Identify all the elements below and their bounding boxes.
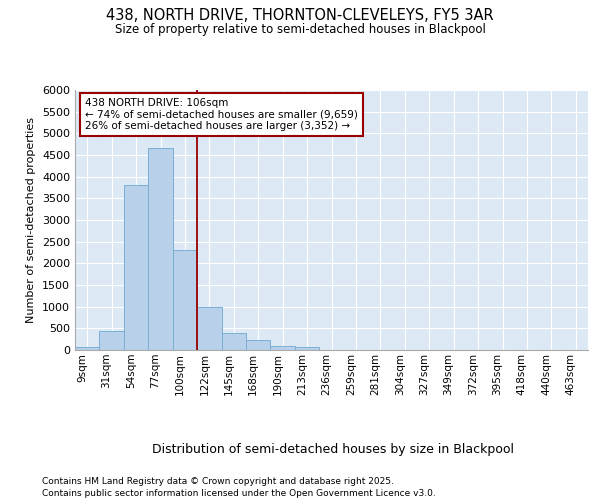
Text: Size of property relative to semi-detached houses in Blackpool: Size of property relative to semi-detach… [115, 22, 485, 36]
Bar [173, 250, 197, 350]
Y-axis label: Number of semi-detached properties: Number of semi-detached properties [26, 117, 37, 323]
Text: 438, NORTH DRIVE, THORNTON-CLEVELEYS, FY5 3AR: 438, NORTH DRIVE, THORNTON-CLEVELEYS, FY… [106, 8, 494, 22]
Bar [75, 347, 100, 350]
Text: Contains public sector information licensed under the Open Government Licence v3: Contains public sector information licen… [42, 489, 436, 498]
Text: Contains HM Land Registry data © Crown copyright and database right 2025.: Contains HM Land Registry data © Crown c… [42, 478, 394, 486]
Text: Distribution of semi-detached houses by size in Blackpool: Distribution of semi-detached houses by … [152, 442, 514, 456]
Bar [295, 347, 319, 350]
Text: 438 NORTH DRIVE: 106sqm
← 74% of semi-detached houses are smaller (9,659)
26% of: 438 NORTH DRIVE: 106sqm ← 74% of semi-de… [85, 98, 358, 131]
Bar [148, 148, 173, 350]
Bar [100, 330, 124, 350]
Bar [197, 306, 221, 350]
Bar [271, 346, 295, 350]
Bar [246, 340, 271, 350]
Bar [221, 332, 246, 350]
Bar [124, 186, 148, 350]
